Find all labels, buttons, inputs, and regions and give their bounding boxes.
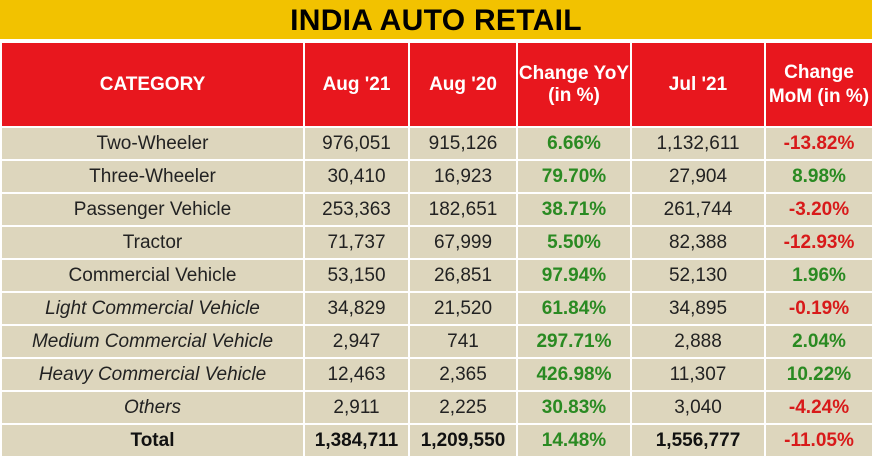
total-aug20: 1,209,550: [408, 423, 518, 458]
header-aug21: Aug '21: [303, 41, 410, 128]
mom-cell: 8.98%: [764, 159, 872, 194]
header-row: CATEGORY Aug '21 Aug '20 Change YoY (in …: [0, 41, 872, 128]
table-row: Passenger Vehicle 253,363 182,651 38.71%…: [0, 192, 872, 227]
mom-cell: 1.96%: [764, 258, 872, 293]
aug21-cell: 30,410: [303, 159, 410, 194]
table-row: Commercial Vehicle 53,150 26,851 97.94% …: [0, 258, 872, 293]
mom-cell: 2.04%: [764, 324, 872, 359]
table-row: Medium Commercial Vehicle 2,947 741 297.…: [0, 324, 872, 359]
jul21-cell: 52,130: [630, 258, 766, 293]
header-category: CATEGORY: [0, 41, 305, 128]
total-jul21: 1,556,777: [630, 423, 766, 458]
aug21-cell: 2,911: [303, 390, 410, 425]
mom-cell: -13.82%: [764, 126, 872, 161]
yoy-cell: 61.84%: [516, 291, 632, 326]
table-row: Three-Wheeler 30,410 16,923 79.70% 27,90…: [0, 159, 872, 194]
aug21-cell: 34,829: [303, 291, 410, 326]
jul21-cell: 82,388: [630, 225, 766, 260]
aug20-cell: 26,851: [408, 258, 518, 293]
aug20-cell: 2,365: [408, 357, 518, 392]
mom-cell: -0.19%: [764, 291, 872, 326]
header-aug20: Aug '20: [408, 41, 518, 128]
total-mom: -11.05%: [764, 423, 872, 458]
jul21-cell: 1,132,611: [630, 126, 766, 161]
category-cell: Heavy Commercial Vehicle: [0, 357, 305, 392]
category-cell: Commercial Vehicle: [0, 258, 305, 293]
table-row: Two-Wheeler 976,051 915,126 6.66% 1,132,…: [0, 126, 872, 161]
table-row: Light Commercial Vehicle 34,829 21,520 6…: [0, 291, 872, 326]
aug20-cell: 16,923: [408, 159, 518, 194]
yoy-cell: 426.98%: [516, 357, 632, 392]
category-cell: Two-Wheeler: [0, 126, 305, 161]
header-yoy: Change YoY (in %): [516, 41, 632, 128]
aug21-cell: 12,463: [303, 357, 410, 392]
total-yoy: 14.48%: [516, 423, 632, 458]
jul21-cell: 3,040: [630, 390, 766, 425]
yoy-cell: 297.71%: [516, 324, 632, 359]
jul21-cell: 11,307: [630, 357, 766, 392]
jul21-cell: 27,904: [630, 159, 766, 194]
yoy-cell: 6.66%: [516, 126, 632, 161]
mom-cell: 10.22%: [764, 357, 872, 392]
aug20-cell: 741: [408, 324, 518, 359]
yoy-cell: 38.71%: [516, 192, 632, 227]
aug21-cell: 976,051: [303, 126, 410, 161]
header-jul21: Jul '21: [630, 41, 766, 128]
category-cell: Others: [0, 390, 305, 425]
aug20-cell: 21,520: [408, 291, 518, 326]
total-aug21: 1,384,711: [303, 423, 410, 458]
total-row: Total 1,384,711 1,209,550 14.48% 1,556,7…: [0, 423, 872, 458]
aug21-cell: 71,737: [303, 225, 410, 260]
jul21-cell: 261,744: [630, 192, 766, 227]
category-cell: Passenger Vehicle: [0, 192, 305, 227]
table-title: INDIA AUTO RETAIL: [0, 0, 872, 41]
yoy-cell: 79.70%: [516, 159, 632, 194]
category-cell: Medium Commercial Vehicle: [0, 324, 305, 359]
mom-cell: -12.93%: [764, 225, 872, 260]
aug21-cell: 53,150: [303, 258, 410, 293]
header-mom: Change MoM (in %): [764, 41, 872, 128]
yoy-cell: 97.94%: [516, 258, 632, 293]
jul21-cell: 34,895: [630, 291, 766, 326]
mom-cell: -3.20%: [764, 192, 872, 227]
aug20-cell: 915,126: [408, 126, 518, 161]
aug20-cell: 67,999: [408, 225, 518, 260]
category-cell: Three-Wheeler: [0, 159, 305, 194]
aug20-cell: 2,225: [408, 390, 518, 425]
retail-table: CATEGORY Aug '21 Aug '20 Change YoY (in …: [0, 41, 872, 458]
jul21-cell: 2,888: [630, 324, 766, 359]
category-cell: Tractor: [0, 225, 305, 260]
total-label: Total: [0, 423, 305, 458]
mom-cell: -4.24%: [764, 390, 872, 425]
table-row: Tractor 71,737 67,999 5.50% 82,388 -12.9…: [0, 225, 872, 260]
yoy-cell: 5.50%: [516, 225, 632, 260]
table-row: Heavy Commercial Vehicle 12,463 2,365 42…: [0, 357, 872, 392]
table-row: Others 2,911 2,225 30.83% 3,040 -4.24%: [0, 390, 872, 425]
aug21-cell: 2,947: [303, 324, 410, 359]
yoy-cell: 30.83%: [516, 390, 632, 425]
aug21-cell: 253,363: [303, 192, 410, 227]
category-cell: Light Commercial Vehicle: [0, 291, 305, 326]
aug20-cell: 182,651: [408, 192, 518, 227]
